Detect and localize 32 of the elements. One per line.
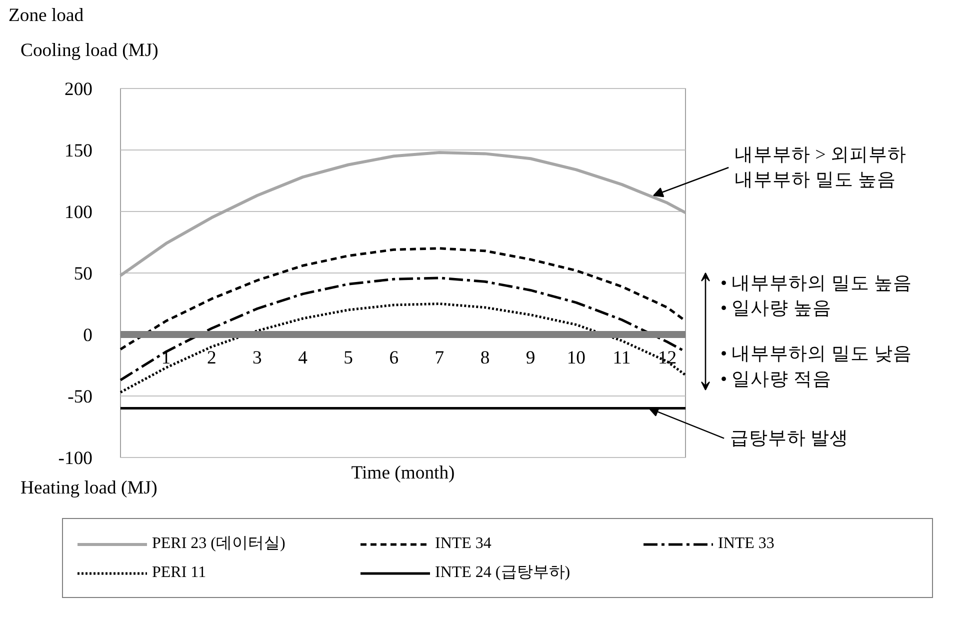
annotation: 급탕부하 발생 [730, 428, 849, 449]
y-tick-label: 0 [83, 325, 92, 346]
x-tick-label: 3 [252, 348, 262, 368]
y-tick-label: -100 [58, 448, 93, 469]
legend-label: PERI 23 (데이터실) [152, 534, 286, 554]
chart-title: Zone load [8, 5, 84, 26]
legend-label: INTE 34 [435, 534, 492, 552]
x-axis-title: Time (month) [351, 462, 455, 484]
x-tick-label: 7 [434, 348, 444, 368]
x-tick-label: 8 [480, 348, 490, 368]
line-series [119, 302, 687, 394]
legend-label: INTE 24 (급탕부하) [435, 563, 572, 583]
x-tick-label: 10 [566, 348, 586, 368]
x-tick-label: 9 [526, 348, 536, 368]
x-tick-label: 2 [206, 348, 216, 368]
text: • 내부부하의 밀도 높음 • 일사량 높음 [720, 273, 912, 320]
y-tick-label: 50 [74, 264, 92, 284]
legend-label: INTE 33 [718, 534, 776, 552]
legend-label: PERI 11 [152, 564, 208, 582]
x-tick-label: 5 [344, 348, 353, 368]
annotation: 내부부하 > 외피부하 내부부하 밀도 높음 [734, 144, 906, 191]
text: Heating load (MJ) [20, 478, 158, 498]
y-tick-label: 200 [64, 79, 92, 100]
x-tick-label: 6 [389, 348, 399, 368]
y-axis-title: Cooling load (MJ) [20, 40, 158, 61]
x-tick-label: 4 [298, 348, 308, 368]
y-tick-label: 100 [64, 202, 92, 223]
y-tick-label: 150 [64, 140, 92, 162]
text: • 내부부하의 밀도 낮음 • 일사량 적음 [720, 344, 912, 390]
x-tick-label: 11 [612, 348, 631, 368]
x-tick-label: 12 [658, 348, 677, 368]
y-tick-label: -50 [68, 386, 93, 408]
